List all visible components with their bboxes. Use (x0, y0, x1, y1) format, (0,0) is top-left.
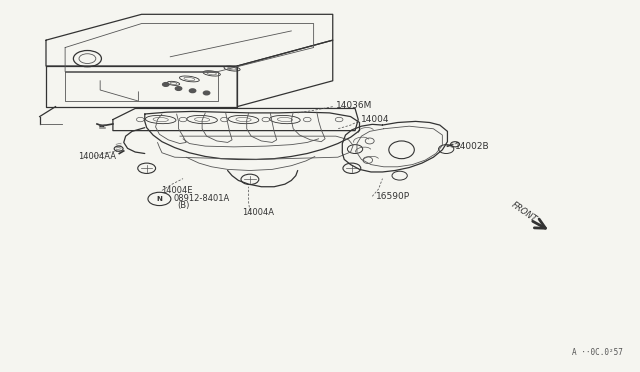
Circle shape (204, 91, 210, 95)
Text: N: N (157, 196, 163, 202)
Text: (B): (B) (177, 201, 189, 210)
Text: 14004AA: 14004AA (78, 152, 116, 161)
Text: A ··0C.0²57: A ··0C.0²57 (572, 347, 623, 357)
Text: 08912-8401A: 08912-8401A (173, 195, 230, 203)
Text: FRONT: FRONT (509, 201, 538, 225)
Text: 14004E: 14004E (161, 186, 192, 195)
Text: 14002B: 14002B (455, 142, 490, 151)
Circle shape (189, 89, 196, 93)
Text: 14036M: 14036M (336, 101, 372, 110)
Circle shape (163, 83, 169, 86)
Text: 16590P: 16590P (376, 192, 410, 201)
Circle shape (175, 87, 182, 90)
Text: 14004A: 14004A (243, 208, 275, 217)
Text: 14004: 14004 (362, 115, 390, 124)
